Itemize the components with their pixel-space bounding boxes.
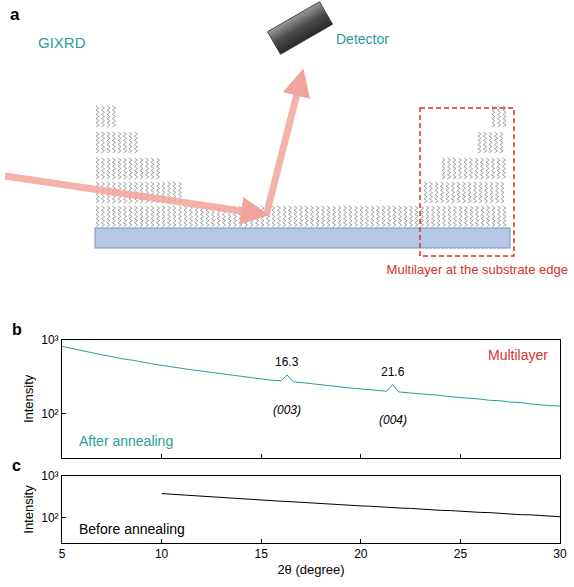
svg-text:b: b	[12, 321, 22, 338]
svg-text:25: 25	[454, 547, 468, 561]
svg-text:(004): (004)	[379, 413, 407, 427]
svg-text:15: 15	[255, 547, 269, 561]
svg-text:Intensity: Intensity	[21, 485, 36, 534]
svg-text:Before annealing: Before annealing	[79, 521, 185, 537]
svg-text:Multilayer: Multilayer	[488, 347, 548, 363]
svg-text:10³: 10³	[41, 469, 58, 483]
svg-text:16.3: 16.3	[275, 355, 299, 369]
svg-text:5: 5	[59, 547, 66, 561]
svg-text:10²: 10²	[41, 407, 58, 421]
svg-text:10³: 10³	[41, 333, 58, 347]
svg-text:10: 10	[155, 547, 169, 561]
svg-text:c: c	[12, 457, 21, 474]
svg-text:10²: 10²	[41, 511, 58, 525]
svg-text:Multilayer at the substrate ed: Multilayer at the substrate edge	[387, 262, 568, 277]
svg-text:21.6: 21.6	[381, 365, 405, 379]
svg-text:Intensity: Intensity	[21, 374, 36, 423]
svg-text:2θ (degree): 2θ (degree)	[277, 562, 344, 577]
svg-text:30: 30	[553, 547, 567, 561]
svg-text:a: a	[10, 5, 20, 24]
svg-text:GIXRD: GIXRD	[38, 34, 86, 51]
svg-text:After annealing: After annealing	[79, 433, 173, 449]
svg-text:(003): (003)	[273, 403, 301, 417]
svg-text:Detector: Detector	[336, 31, 389, 47]
svg-text:20: 20	[354, 547, 368, 561]
